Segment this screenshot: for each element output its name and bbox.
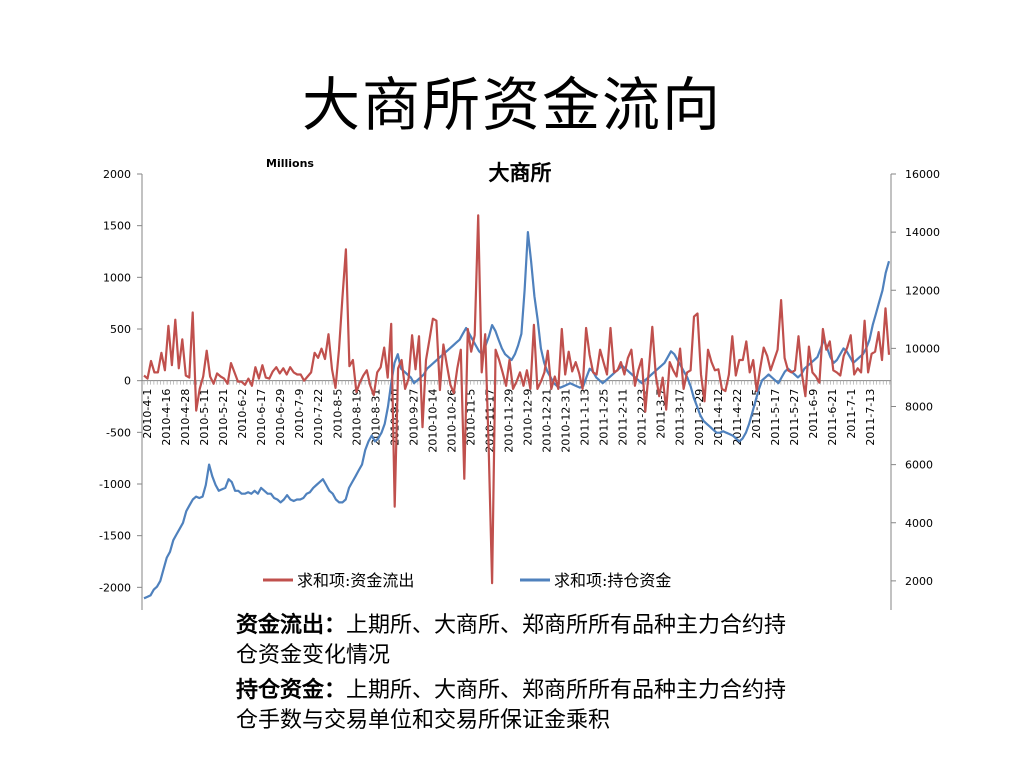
- left-axis-tick-label: 1000: [103, 271, 131, 284]
- x-tick-label: 2011-6-9: [807, 389, 820, 439]
- right-axis-tick-label: 14000: [905, 226, 940, 239]
- note-fund-outflow-text: 上期所、大商所、郑商所所有品种主力合约持仓资金变化情况: [236, 613, 787, 668]
- note-fund-outflow: 资金流出：上期所、大商所、郑商所所有品种主力合约持仓资金变化情况: [236, 610, 796, 671]
- x-tick-label: 2011-3-17: [674, 389, 687, 446]
- x-tick-label: 2011-7-13: [864, 389, 877, 446]
- note-position-fund-term: 持仓资金：: [236, 677, 347, 703]
- x-tick-label: 2010-5-21: [217, 389, 230, 446]
- x-tick-label: 2010-9-27: [407, 389, 420, 446]
- right-axis-tick-label: 6000: [905, 459, 933, 472]
- right-axis-tick-label: 2000: [905, 575, 933, 588]
- left-axis-tick-label: 2000: [103, 168, 131, 181]
- left-axis-tick-label: 500: [110, 323, 131, 336]
- x-tick-label: 2011-4-12: [712, 389, 725, 446]
- legend-label: 求和项:资金流出: [297, 571, 414, 590]
- right-axis-tick-label: 12000: [905, 284, 940, 297]
- x-tick-label: 2010-8-19: [350, 389, 363, 446]
- left-axis-tick-label: 0: [124, 375, 131, 388]
- left-axis-tick-label: -1500: [99, 530, 131, 543]
- x-tick-label: 2011-4-22: [731, 389, 744, 446]
- x-tick-label: 2010-11-29: [503, 389, 516, 453]
- x-tick-label: 2010-4-16: [160, 389, 173, 446]
- x-tick-label: 2011-5-5: [750, 389, 763, 439]
- x-tick-label: 2011-7-1: [845, 389, 858, 439]
- right-axis-tick-label: 16000: [905, 168, 940, 181]
- chart: Millions 大商所 -2500-2000-1500-1000-500050…: [99, 157, 940, 610]
- slide-title: 大商所资金流向: [301, 71, 722, 139]
- x-tick-label: 2010-5-11: [198, 389, 211, 446]
- x-tick-label: 2011-1-13: [579, 389, 592, 446]
- left-axis-tick-label: -2000: [99, 581, 131, 594]
- right-axis-tick-label: 10000: [905, 342, 940, 355]
- right-axis-tick-label: 8000: [905, 401, 933, 414]
- x-tick-label: 2010-10-26: [445, 389, 458, 453]
- x-tick-label: 2011-2-11: [617, 389, 630, 446]
- x-tick-label: 2011-6-21: [826, 389, 839, 446]
- left-axis-tick-label: -1000: [99, 478, 131, 491]
- notes: 资金流出：上期所、大商所、郑商所所有品种主力合约持仓资金变化情况 持仓资金：上期…: [236, 610, 796, 740]
- x-tick-label: 2010-4-1: [141, 389, 154, 439]
- x-tick-label: 2010-12-9: [522, 389, 535, 446]
- x-tick-label: 2010-6-17: [255, 389, 268, 446]
- x-tick-label: 2011-5-27: [788, 389, 801, 446]
- x-tick-label: 2010-11-5: [464, 389, 477, 446]
- right-axis-tick-label: 4000: [905, 517, 933, 530]
- x-tick-label: 2010-6-2: [236, 389, 249, 439]
- x-tick-label: 2010-10-14: [426, 389, 439, 453]
- chart-unit-label: Millions: [266, 157, 314, 170]
- series-line-position-fund: [143, 230, 891, 600]
- note-position-fund-text: 上期所、大商所、郑商所所有品种主力合约持仓手数与交易单位和交易所保证金乘积: [236, 678, 787, 733]
- x-tick-label: 2011-1-25: [598, 389, 611, 446]
- note-position-fund: 持仓资金：上期所、大商所、郑商所所有品种主力合约持仓手数与交易单位和交易所保证金…: [236, 675, 796, 736]
- legend-label: 求和项:持仓资金: [554, 571, 671, 590]
- x-tick-label: 2010-8-5: [331, 389, 344, 439]
- x-tick-label: 2010-7-9: [293, 389, 306, 439]
- x-tick-label: 2010-8-31: [369, 389, 382, 446]
- series-line-fund-outflow: [143, 214, 891, 585]
- x-tick-label: 2010-4-28: [179, 389, 192, 446]
- x-tick-label: 2010-6-29: [274, 389, 287, 446]
- chart-title: 大商所: [489, 160, 552, 185]
- left-axis-tick-label: -500: [106, 426, 131, 439]
- x-tick-label: 2010-12-31: [560, 389, 573, 453]
- left-axis-tick-label: 1500: [103, 220, 131, 233]
- x-tick-label: 2011-5-17: [769, 389, 782, 446]
- note-fund-outflow-term: 资金流出：: [236, 612, 347, 638]
- x-tick-label: 2010-7-22: [312, 389, 325, 446]
- x-tick-label: 2010-12-21: [541, 389, 554, 453]
